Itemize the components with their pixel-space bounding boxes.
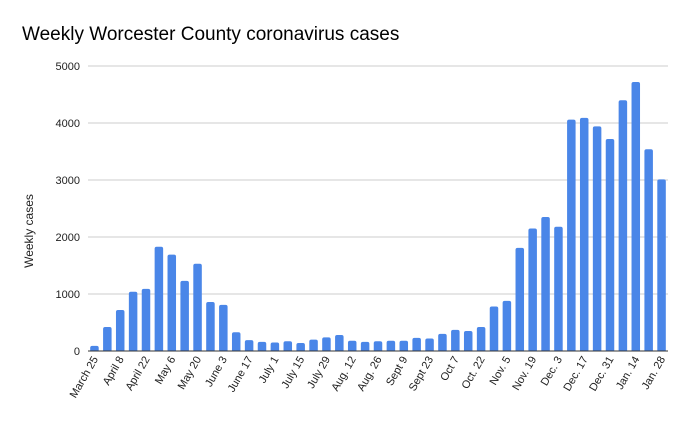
y-axis-ticks: 0 1000 2000 3000 4000 5000 [56,61,80,358]
bar [502,300,512,351]
x-tick-label: July 15 [279,355,307,391]
y-axis-label: Weekly cases [22,194,36,268]
x-tick-label: March 25 [68,355,101,401]
bar [451,329,460,351]
bar [128,291,138,351]
bar [141,288,151,351]
bar [309,339,318,351]
bar [489,306,499,351]
x-tick-label: April 22 [124,355,153,393]
bar [631,81,641,352]
x-tick-label: June 3 [203,355,230,390]
x-tick-label: Nov. 19 [510,355,539,393]
x-tick-label: Oct. 22 [460,355,488,392]
bar [154,246,164,351]
bar [579,117,589,352]
x-tick-label: Sept 23 [407,355,436,394]
y-tick-label: 0 [74,346,80,358]
bar [541,217,550,351]
bar [605,138,615,351]
x-tick-label: Dec. 31 [587,355,616,394]
x-tick-label: June 17 [226,355,256,395]
bar [438,333,447,351]
bar [180,280,189,351]
bar [644,149,653,351]
bar [386,340,396,351]
bar [425,338,434,351]
bar [115,309,125,351]
x-tick-label: Jan. 14 [614,355,642,392]
x-tick-label: Aug. 26 [355,355,384,394]
bar [567,119,576,351]
bar [231,332,241,351]
chart-title: Weekly Worcester County coronavirus case… [22,24,399,45]
y-tick-label: 1000 [56,289,80,301]
bar [257,341,267,351]
bar [90,345,99,351]
bar [335,335,344,351]
bar [554,226,563,351]
bar [515,247,525,351]
bar [296,343,305,351]
y-tick-label: 2000 [56,232,80,244]
bar [283,341,293,351]
bar [206,301,215,351]
x-tick-label: Oct 7 [438,355,462,384]
bar [219,304,228,351]
bar [657,179,666,351]
bar [528,228,537,351]
bar [373,341,383,351]
bar [476,327,486,351]
y-tick-label: 5000 [56,61,80,73]
bar [347,340,357,351]
bar [322,337,331,351]
bar [618,100,628,351]
bars [90,81,666,352]
bar [399,340,409,351]
x-tick-label: Sept 9 [384,355,410,389]
y-tick-label: 3000 [56,175,80,187]
bar [270,342,280,351]
x-tick-label: Dec. 3 [539,355,565,389]
bar [167,254,177,351]
x-tick-label: May 20 [176,355,204,392]
bar [412,337,421,351]
x-tick-label: July 1 [257,355,282,386]
bar [360,341,370,351]
bar [103,327,112,351]
x-tick-label: Nov. 5 [488,355,514,388]
x-tick-label: May 6 [153,355,178,387]
x-tick-label: April 8 [101,355,127,388]
bar [244,340,254,351]
y-tick-label: 4000 [56,118,80,130]
bar [193,263,202,351]
bar [463,331,473,351]
bar [592,126,602,351]
x-tick-label: Jan. 28 [640,355,668,392]
x-tick-label: July 29 [305,355,333,391]
